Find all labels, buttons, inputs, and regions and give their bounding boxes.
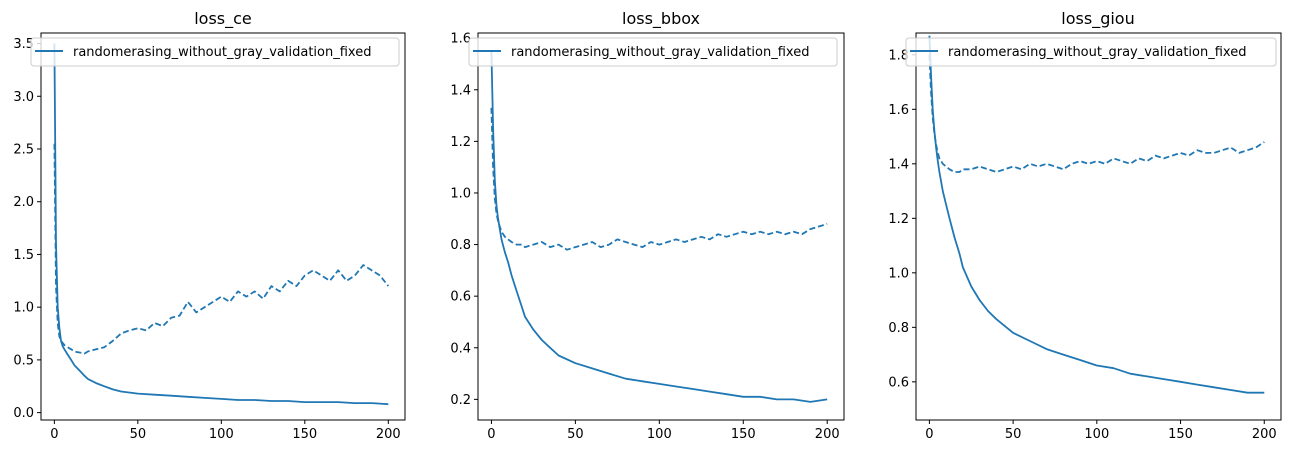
x-tick-label: 100 bbox=[209, 427, 234, 442]
y-tick-label: 1.0 bbox=[888, 266, 909, 281]
y-tick-label: 1.4 bbox=[450, 83, 471, 98]
chart-title: loss_giou bbox=[1061, 9, 1134, 29]
x-tick-label: 0 bbox=[50, 427, 58, 442]
chart-title: loss_bbox bbox=[622, 9, 700, 29]
legend-box bbox=[468, 37, 838, 67]
y-tick-label: 1.0 bbox=[13, 301, 34, 316]
x-tick-label: 50 bbox=[1005, 427, 1022, 442]
y-tick-label: 2.0 bbox=[13, 195, 34, 210]
axis-ticks: 0 50 100 150 200 0.6 0.8 1.0 1.2 1.4 1.6 1.8 bbox=[888, 48, 1276, 442]
y-tick-label: 3.0 bbox=[13, 90, 34, 105]
legend-label: randomerasing_without_gray_validation_fi… bbox=[511, 45, 809, 60]
x-tick-label: 200 bbox=[376, 427, 401, 442]
y-tick-label: 0.0 bbox=[13, 406, 34, 421]
y-tick-label: 0.6 bbox=[888, 375, 909, 390]
legend-box bbox=[30, 37, 400, 67]
legend-box bbox=[905, 37, 1277, 67]
plot-area bbox=[928, 35, 1265, 394]
series-line-solid bbox=[53, 43, 389, 406]
y-tick-label: 1.4 bbox=[888, 157, 909, 172]
chart-panel-loss-ce: loss_ce 0 50 100 150 200 0.0 0.5 1.0 1.5 2.0 2.5 3.… bbox=[13, 9, 406, 442]
axes-frame bbox=[40, 32, 406, 421]
y-tick-label: 1.6 bbox=[450, 32, 471, 47]
y-tick-label: 0.4 bbox=[450, 341, 471, 356]
series-line-solid bbox=[490, 51, 828, 403]
x-tick-label: 200 bbox=[815, 427, 840, 442]
y-tick-label: 1.2 bbox=[888, 212, 909, 227]
x-tick-label: 0 bbox=[925, 427, 933, 442]
axis-ticks: 0 50 100 150 200 0.0 0.5 1.0 1.5 2.0 2.5 3.0 3.5 bbox=[13, 37, 400, 442]
x-tick-label: 50 bbox=[130, 427, 147, 442]
legend: randomerasing_without_gray_validation_fi… bbox=[905, 37, 1277, 67]
series-line-dashed bbox=[53, 143, 390, 355]
legend: randomerasing_without_gray_validation_fi… bbox=[468, 37, 838, 67]
legend-label: randomerasing_without_gray_validation_fi… bbox=[73, 45, 371, 60]
axes-frame bbox=[915, 32, 1282, 421]
chart-panel-loss-giou: loss_giou 0 50 100 150 200 0.6 0.8 1.0 1.2 1.4 1.6… bbox=[888, 9, 1282, 442]
y-tick-label: 0.8 bbox=[450, 238, 471, 253]
y-tick-label: 2.5 bbox=[13, 142, 34, 157]
x-tick-label: 150 bbox=[1168, 427, 1193, 442]
x-tick-label: 200 bbox=[1252, 427, 1277, 442]
y-tick-label: 1.2 bbox=[450, 135, 471, 150]
x-tick-label: 0 bbox=[487, 427, 495, 442]
y-tick-label: 0.8 bbox=[888, 321, 909, 336]
y-tick-label: 1.6 bbox=[888, 103, 909, 118]
series-line-dashed bbox=[928, 54, 1265, 173]
series-line-dashed bbox=[490, 107, 828, 251]
y-tick-label: 0.2 bbox=[450, 393, 471, 408]
axis-ticks: 0 50 100 150 200 0.2 0.4 0.6 0.8 1.0 1.2 1.4 1.6 bbox=[450, 32, 839, 442]
series-line-solid bbox=[928, 35, 1265, 394]
x-tick-label: 150 bbox=[292, 427, 317, 442]
x-tick-label: 150 bbox=[731, 427, 756, 442]
y-tick-label: 3.5 bbox=[13, 37, 34, 52]
y-tick-label: 1.5 bbox=[13, 248, 34, 263]
x-tick-label: 100 bbox=[647, 427, 672, 442]
chart-panel-loss-bbox: loss_bbox 0 50 100 150 200 0.2 0.4 0.6 0.8 1.0 1.2… bbox=[450, 9, 845, 442]
y-tick-label: 1.0 bbox=[450, 186, 471, 201]
y-tick-label: 0.6 bbox=[450, 290, 471, 305]
x-tick-label: 50 bbox=[567, 427, 584, 442]
chart-title: loss_ce bbox=[194, 9, 252, 29]
y-tick-label: 0.5 bbox=[13, 353, 34, 368]
plot-area bbox=[53, 43, 390, 406]
axes-frame bbox=[477, 32, 845, 421]
plot-area bbox=[490, 51, 828, 403]
legend-label: randomerasing_without_gray_validation_fi… bbox=[948, 45, 1246, 60]
legend: randomerasing_without_gray_validation_fi… bbox=[30, 37, 400, 67]
x-tick-label: 100 bbox=[1084, 427, 1109, 442]
y-tick-label: 1.8 bbox=[888, 48, 909, 63]
